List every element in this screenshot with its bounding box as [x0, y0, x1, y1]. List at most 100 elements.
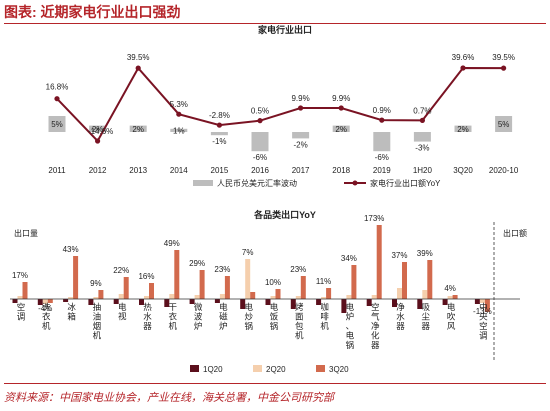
rmb-bar-3Q20 [454, 125, 472, 132]
chart1-title: 家电行业出口 [258, 24, 312, 35]
export-yoy-point-2012 [95, 138, 101, 144]
value-label-电炒锅: 7% [242, 248, 254, 257]
export-yoy-point-1H20 [419, 117, 425, 123]
bar-1Q20-热水器 [139, 299, 144, 305]
category-label-咖啡机-2: 机 [320, 321, 329, 331]
category-label-咖啡机-1: 啡 [320, 312, 329, 322]
bar-2Q20-微波炉 [194, 295, 200, 299]
bar-1Q20-微波炉 [189, 299, 195, 304]
bar-1Q20-净水器 [392, 299, 397, 307]
bar-3Q20-干衣机 [174, 250, 180, 299]
chart1-x-tick-labels: 2011 2012 2013 2014 2015 2016 2017 2018 2019 1H20… [48, 166, 518, 175]
category-label-电视-1: 视 [118, 312, 127, 322]
export-yoy-point-2018 [338, 105, 344, 111]
category-label-冰箱-0: 冰 [67, 302, 76, 312]
legend-2q20-label: 2Q20 [266, 365, 286, 374]
category-label-中央空调-2: 空 [479, 321, 488, 331]
chart1-rmb-bars [48, 116, 513, 152]
bar-1Q20-空调 [12, 299, 18, 303]
export-yoy-line [56, 66, 504, 143]
export-yoy-label-2018: 9.9% [332, 94, 350, 103]
bar-2Q20-抽油烟机 [93, 297, 99, 299]
category-label-电炒锅-2: 锅 [244, 321, 253, 331]
bar-2Q20-咖啡机 [321, 297, 327, 299]
chart2-category-labels: 空调洗衣机冰箱抽油烟机电视热水器干衣机微波炉电磁炉电炒锅电饭锅烤面包机咖啡机电炉… [17, 302, 488, 350]
category-label-热水器-2: 器 [143, 321, 152, 331]
category-label-电饭锅-1: 饭 [270, 312, 279, 322]
x-tick-3Q20: 3Q20 [453, 166, 473, 175]
export-yoy-point-2015 [216, 122, 222, 128]
bar-3Q20-洗衣机 [47, 299, 53, 303]
value-label-空气净化器: 173% [364, 214, 384, 223]
bar-2Q20-空调 [17, 296, 23, 299]
bar-3Q20-空气净化器 [376, 225, 382, 299]
legend-1q20-swatch [190, 365, 199, 372]
value-label-电饭锅: 10% [265, 278, 281, 287]
category-label-电吹风-1: 吹 [447, 312, 456, 322]
chart1-rmb-bar-labels: 5% 2% 2% 1% -1% -6% -2% 2% -6% -3% 2% 5% [51, 120, 509, 162]
category-label-电炉、电锅-0: 电 [346, 302, 355, 312]
export-yoy-point-2013 [135, 65, 141, 71]
rmb-bar-label-2015: -1% [212, 137, 226, 146]
export-yoy-point-2020-10 [501, 65, 507, 71]
rmb-bar-2017 [292, 132, 310, 139]
category-label-空调-0: 空 [17, 302, 26, 312]
rmb-bar-2019 [373, 132, 391, 152]
rmb-bar-label-3Q20: 2% [457, 125, 469, 134]
category-label-空气净化器-4: 器 [371, 340, 380, 350]
bar-2Q20-电炉、电锅 [346, 295, 352, 299]
export-yoy-point-2019 [379, 117, 385, 123]
export-yoy-point-2016 [257, 118, 263, 124]
legend-2q20-swatch [253, 365, 262, 372]
bar-1Q20-烤面包机 [290, 299, 296, 309]
rmb-bar-label-2020-10: 5% [498, 120, 510, 129]
bar-1Q20-电视 [113, 299, 119, 304]
export-yoy-label-2014: 5.3% [170, 100, 188, 109]
export-yoy-label-2017: 9.9% [291, 94, 309, 103]
category-label-空气净化器-2: 净 [371, 321, 380, 331]
figure-source: 资料来源：中国家电业协会，产业在线，海关总署，中金公司研究部 [4, 392, 334, 404]
value-label-净水器: 37% [391, 251, 407, 260]
bar-3Q20-冰箱 [73, 256, 79, 299]
chart2-value-labels: 17% -4% 43% 9% 22% 16% 49% 29% 23% 7% 10% 23% 11% 34%… [12, 214, 492, 316]
category-label-干衣机-0: 干 [169, 302, 178, 312]
bar-1Q20-电炒锅 [240, 299, 246, 309]
category-label-烤面包机-2: 包 [295, 321, 304, 331]
x-tick-2016: 2016 [251, 166, 269, 175]
chart1-legend: 人民币兑美元汇率波动 家电行业出口额YoY [193, 178, 441, 188]
export-yoy-label-3Q20: 39.6% [452, 53, 475, 62]
value-label-烤面包机: 23% [290, 265, 306, 274]
value-label-抽油烟机: 9% [90, 279, 102, 288]
category-label-洗衣机-0: 洗 [42, 302, 51, 312]
export-yoy-label-2015: -2.8% [209, 111, 230, 120]
value-label-咖啡机: 11% [316, 277, 331, 286]
category-label-干衣机-2: 机 [169, 321, 178, 331]
bar-3Q20-电磁炉 [224, 276, 230, 299]
category-label-烤面包机-1: 面 [295, 312, 304, 322]
category-label-烤面包机-0: 烤 [295, 302, 304, 312]
bar-2Q20-干衣机 [169, 294, 175, 299]
legend-export-label: 家电行业出口额YoY [370, 178, 441, 188]
bar-3Q20-咖啡机 [326, 288, 332, 299]
export-yoy-point-2014 [176, 111, 182, 117]
rmb-bar-label-2011: 5% [51, 120, 63, 129]
bar-2Q20-电炒锅 [245, 259, 251, 299]
bar-1Q20-电磁炉 [214, 299, 220, 303]
export-yoy-label-2013: 39.5% [127, 53, 150, 62]
value-label-热水器: 16% [138, 272, 154, 281]
category-label-吸尘器-1: 尘 [422, 312, 431, 322]
value-label-中央空调: -13% [473, 307, 492, 316]
category-label-洗衣机-1: 衣 [42, 312, 51, 322]
export-yoy-point-2011 [54, 96, 60, 102]
x-tick-2013: 2013 [129, 166, 147, 175]
category-label-电炉、电锅-1: 炉 [346, 312, 355, 322]
category-label-咖啡机-0: 咖 [320, 302, 329, 312]
bar-1Q20-洗衣机 [37, 299, 43, 305]
chart2-title: 各品类出口YoY [253, 209, 316, 220]
bar-2Q20-热水器 [144, 296, 149, 299]
value-label-吸尘器: 39% [417, 249, 433, 258]
rmb-bar-2016 [251, 132, 269, 152]
rmb-bar-label-1H20: -3% [415, 144, 429, 153]
bar-3Q20-热水器 [149, 283, 154, 299]
rmb-bar-label-2012: 2% [92, 125, 104, 134]
